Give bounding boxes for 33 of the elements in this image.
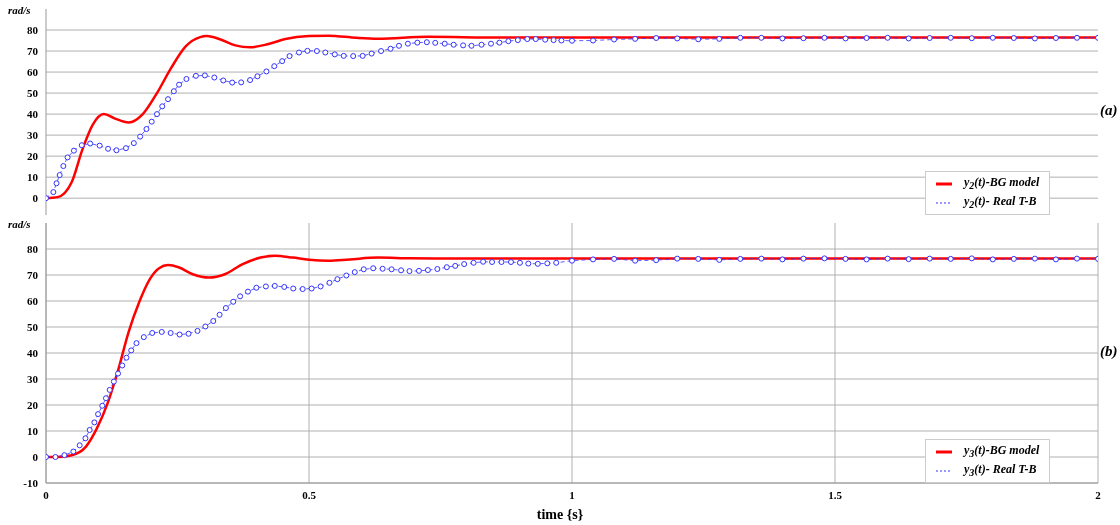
y-tick-label: 80	[27, 242, 39, 255]
y-tick-label: 20	[27, 398, 39, 411]
y-tick-label: 70	[27, 44, 39, 57]
legend-label: y$_{3}$(t)-BG model	[964, 443, 1040, 460]
x-tick-label: 0	[43, 488, 50, 501]
x-tick-label: 2	[1095, 488, 1102, 501]
x-tick-label: 1.5	[828, 488, 843, 501]
y-tick-label: 40	[27, 346, 39, 359]
y-tick-label: 30	[27, 372, 39, 385]
y-tick-label: 60	[27, 65, 39, 78]
y-axis-title: rad/s	[8, 4, 31, 16]
y-tick-label: 70	[27, 268, 39, 281]
text: (b)	[1100, 343, 1118, 360]
y-tick-label: 10	[27, 171, 39, 184]
y-tick-label: 10	[27, 424, 39, 437]
y-tick-label: 80	[27, 23, 39, 36]
y-tick-label: 0	[32, 192, 39, 205]
legend-label: y$_{3}$(t)- Real T-B	[964, 462, 1037, 479]
y-tick-label: 60	[27, 294, 39, 307]
x-tick-label: 0.5	[302, 488, 317, 501]
x-axis-title: time {s}	[535, 507, 585, 523]
y-tick-label: 50	[27, 320, 39, 333]
y-tick-label: 40	[27, 108, 39, 121]
legend-label: y$_{2}$(t)- Real T-B	[964, 194, 1037, 211]
y-tick-label: -10	[23, 476, 39, 489]
x-tick-label: 1	[569, 488, 575, 501]
text: (a)	[1100, 102, 1118, 119]
y-tick-label: 0	[32, 450, 39, 463]
y-tick-label: 50	[27, 86, 39, 99]
y-axis-title: rad/s	[8, 218, 31, 230]
y-tick-label: 30	[27, 129, 39, 142]
legend-label: y$_{2}$(t)-BG model	[964, 175, 1040, 192]
y-tick-label: 20	[27, 150, 39, 163]
